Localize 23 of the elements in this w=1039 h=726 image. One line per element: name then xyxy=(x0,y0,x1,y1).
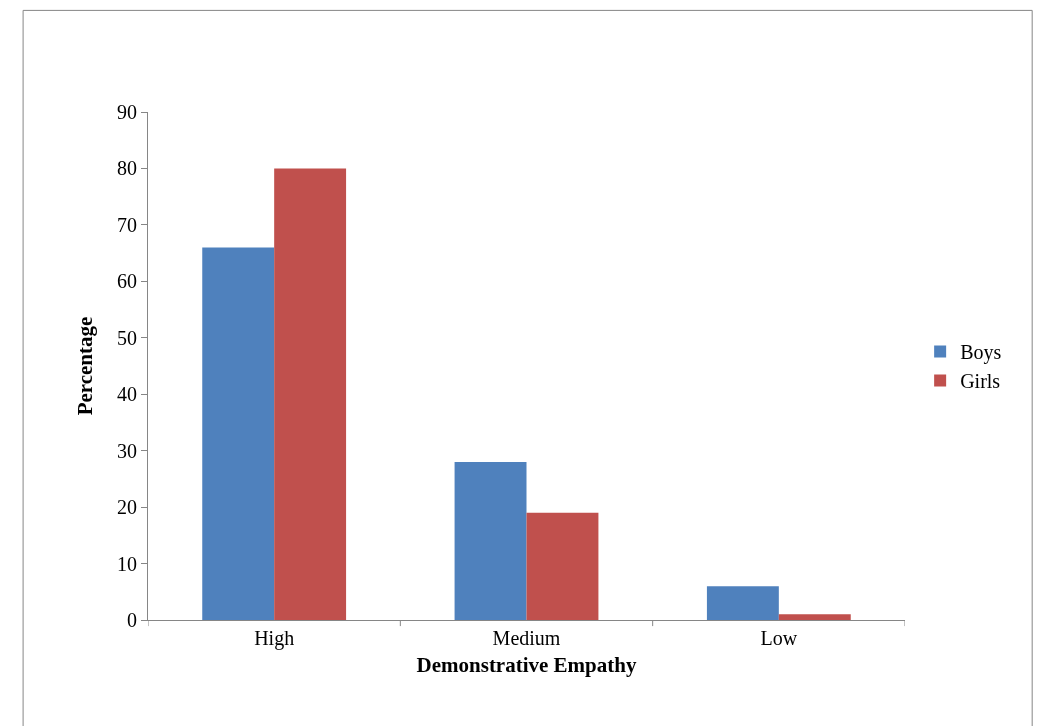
y-tick-label: 50 xyxy=(117,326,137,349)
y-tick-label: 60 xyxy=(117,270,137,293)
y-tick-label: 70 xyxy=(117,213,137,236)
x-tick-label: Low xyxy=(760,627,798,649)
x-axis-title: Demonstrative Empathy xyxy=(416,653,637,678)
y-tick-label: 90 xyxy=(117,101,137,123)
bar xyxy=(778,614,851,620)
y-tick-label: 30 xyxy=(117,439,137,462)
y-tick-label: 80 xyxy=(117,157,137,180)
y-tick-label: 0 xyxy=(127,609,137,631)
bar xyxy=(526,512,599,620)
x-tick-label: High xyxy=(254,627,295,650)
x-tick-label: Medium xyxy=(492,627,561,649)
y-tick-label: 10 xyxy=(117,552,137,575)
y-tick-label: 20 xyxy=(117,496,137,519)
bar xyxy=(454,461,527,620)
legend-label: Boys xyxy=(960,341,1002,365)
y-tick-label: 40 xyxy=(117,383,137,406)
legend-label: Girls xyxy=(960,370,1001,393)
bar xyxy=(274,168,347,620)
y-axis-title: Percentage xyxy=(73,316,98,416)
bar xyxy=(202,247,275,620)
bar xyxy=(706,586,779,620)
